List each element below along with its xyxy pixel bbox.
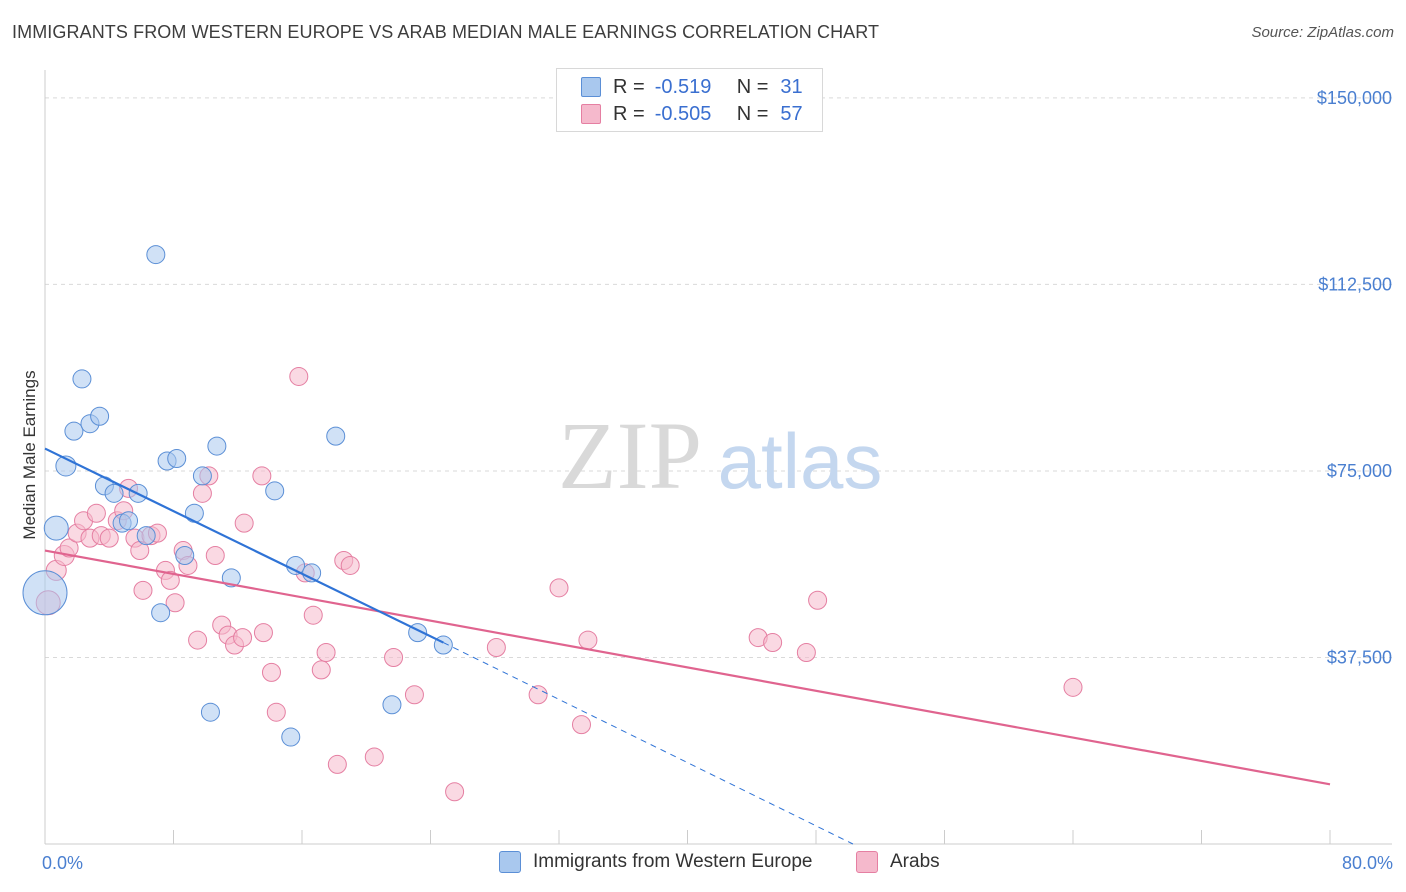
arab-point <box>404 685 424 705</box>
arab-point <box>549 578 569 598</box>
western-europe-point <box>192 466 212 486</box>
arab-point <box>252 466 272 486</box>
r-value: -0.519 <box>654 75 712 98</box>
arab-point <box>528 685 548 705</box>
western-europe-trend-extension <box>443 642 854 845</box>
western-europe-point <box>43 515 69 541</box>
western-europe-point <box>382 695 402 715</box>
watermark-atlas: atlas <box>718 417 883 505</box>
arab-point <box>289 366 309 386</box>
arab-point <box>160 570 180 590</box>
y-tick-labels: $37,500 $75,000 $112,500 $150,000 <box>1317 88 1392 668</box>
western-europe-point <box>326 426 346 446</box>
arab-point <box>384 647 404 667</box>
legend-item-western-europe[interactable]: Immigrants from Western Europe <box>499 851 812 873</box>
arab-point <box>311 660 331 680</box>
western-europe-point <box>22 570 68 616</box>
legend-label: Arabs <box>890 851 940 872</box>
arab-point <box>763 633 783 653</box>
y-tick-label: $37,500 <box>1327 647 1392 667</box>
n-label: N = <box>736 102 769 125</box>
r-value: -0.505 <box>654 102 712 125</box>
legend-label: Immigrants from Western Europe <box>533 851 813 872</box>
watermark: ZIP atlas <box>558 402 882 509</box>
western-europe-trend-line <box>44 447 444 644</box>
arab-point <box>796 643 816 662</box>
arab-point <box>266 702 286 722</box>
arab-point <box>578 630 598 650</box>
western-europe-point <box>136 526 156 546</box>
legend-row-arabs: R = -0.505 N = 57 <box>581 102 803 126</box>
arab-point <box>571 715 591 735</box>
n-value: 57 <box>780 102 803 125</box>
r-label: R = <box>613 102 645 125</box>
series-legend: Immigrants from Western Europe Arabs <box>0 851 1406 879</box>
western-europe-points <box>22 245 453 747</box>
arab-point <box>808 590 828 610</box>
arab-point <box>486 638 506 658</box>
n-label: N = <box>736 75 769 98</box>
western-europe-point <box>151 603 171 623</box>
arab-point <box>86 503 106 523</box>
arab-point <box>253 623 273 643</box>
arab-point <box>340 555 360 575</box>
legend-row-western-europe: R = -0.519 N = 31 <box>581 75 803 99</box>
arab-point <box>234 513 254 533</box>
western-europe-point <box>64 421 84 441</box>
trend-lines <box>44 447 1331 845</box>
arab-point <box>261 662 281 682</box>
y-tick-label: $112,500 <box>1318 274 1392 294</box>
arab-point <box>327 754 347 774</box>
arab-point <box>59 538 79 558</box>
arab-point <box>205 546 225 566</box>
western-europe-point <box>221 568 241 588</box>
correlation-legend: R = -0.519 N = 31 R = -0.505 N = 57 <box>556 68 823 132</box>
western-europe-point <box>175 546 195 566</box>
western-europe-point <box>104 483 124 503</box>
pink-swatch <box>581 104 601 124</box>
source-credit: Source: ZipAtlas.com <box>1251 24 1394 41</box>
y-tick-label: $75,000 <box>1327 461 1392 481</box>
blue-swatch <box>581 77 601 97</box>
western-europe-point <box>281 727 301 747</box>
western-europe-point <box>184 503 204 523</box>
arab-point <box>99 528 119 548</box>
arabs-points <box>35 366 1083 802</box>
chart-title: IMMIGRANTS FROM WESTERN EUROPE VS ARAB M… <box>12 22 880 42</box>
y-tick-label: $150,000 <box>1317 88 1392 108</box>
arabs-trend-line <box>44 549 1331 786</box>
arab-point <box>233 628 253 648</box>
pink-swatch <box>856 851 878 873</box>
arab-point <box>165 593 185 613</box>
western-europe-point <box>90 406 110 426</box>
watermark-zip: ZIP <box>558 402 702 509</box>
western-europe-point <box>207 436 227 456</box>
arab-point <box>364 747 384 767</box>
blue-swatch <box>499 851 521 873</box>
arab-point <box>1063 677 1083 697</box>
arab-point <box>303 605 323 625</box>
western-europe-point <box>200 702 220 722</box>
arab-point <box>192 483 212 503</box>
legend-item-arabs[interactable]: Arabs <box>856 851 940 873</box>
western-europe-point <box>265 481 285 501</box>
western-europe-point <box>167 449 187 469</box>
arab-point <box>188 630 208 650</box>
x-tick-labels: 0.0% 80.0% <box>42 853 1393 873</box>
arab-point <box>445 782 465 802</box>
x-tick-label: 0.0% <box>42 853 83 873</box>
r-label: R = <box>613 75 645 98</box>
arab-point <box>133 580 153 600</box>
axes <box>44 70 1392 845</box>
western-europe-point <box>72 369 92 389</box>
n-value: 31 <box>780 75 803 98</box>
x-tick-label: 80.0% <box>1342 853 1393 873</box>
arab-point <box>316 643 336 662</box>
western-europe-point <box>119 511 139 531</box>
grid-lines <box>45 97 1392 658</box>
western-europe-point <box>146 245 166 265</box>
